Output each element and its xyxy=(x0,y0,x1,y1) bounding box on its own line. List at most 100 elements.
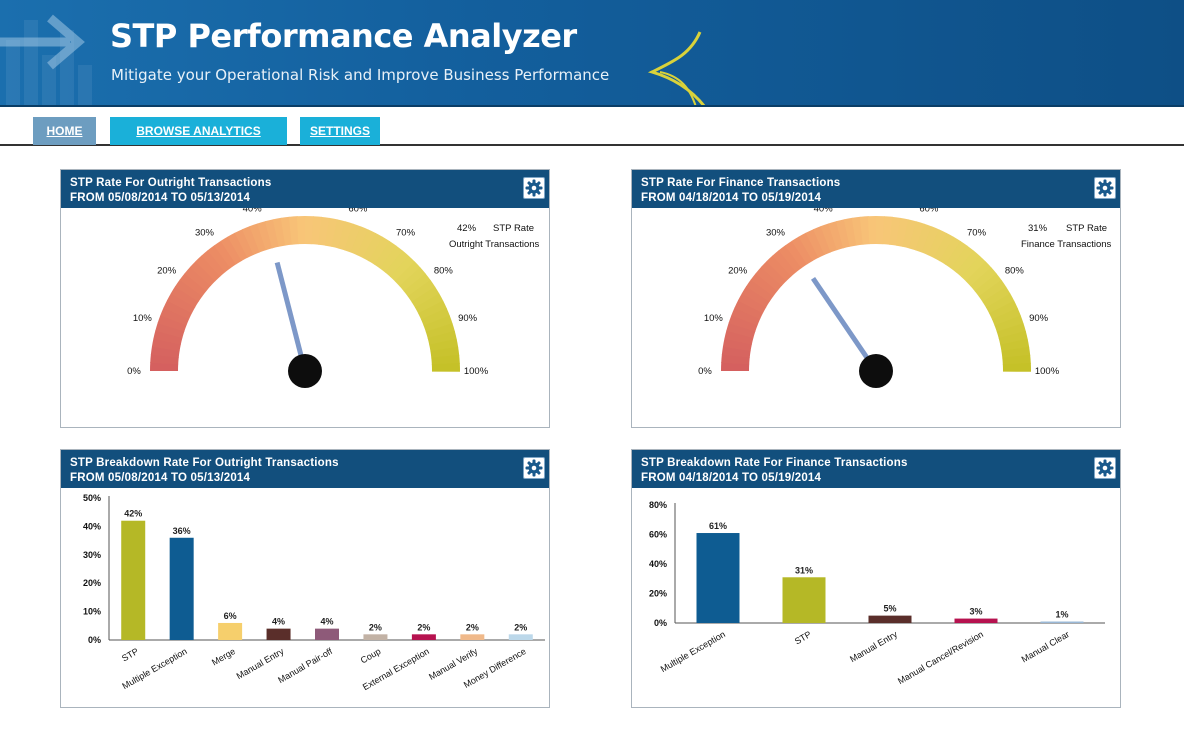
bar[interactable] xyxy=(1040,621,1084,623)
panel-date-range: FROM 05/08/2014 TO 05/13/2014 xyxy=(70,192,251,204)
bar[interactable] xyxy=(169,537,194,640)
gauge-tick-label: 100% xyxy=(1035,366,1060,377)
gauge-segment xyxy=(331,219,346,249)
panel-title: STP Breakdown Rate For Finance Transacti… xyxy=(641,456,908,486)
gauge-segment xyxy=(337,221,354,251)
bar[interactable] xyxy=(508,634,533,640)
gauge-labels: 0%10%20%30%40%50%60%70%80%90%100% xyxy=(698,208,1060,377)
gauge-segment xyxy=(257,221,273,251)
gauge-tick-label: 60% xyxy=(919,208,939,214)
gauge-segment xyxy=(362,232,384,262)
bar[interactable] xyxy=(954,618,998,623)
gauge-segment xyxy=(170,285,199,308)
bar[interactable] xyxy=(696,533,740,623)
gauge-segment xyxy=(820,223,838,253)
tab-browse-analytics[interactable]: BROWSE ANALYTICS xyxy=(110,117,287,145)
gauge-segment xyxy=(734,299,764,320)
gauge-tick-label: 30% xyxy=(195,228,215,239)
gauge-segment xyxy=(989,300,1018,320)
gauge-segment xyxy=(296,216,306,245)
gauge-segment xyxy=(150,362,179,371)
gauge-segment xyxy=(403,273,431,297)
banner-divider xyxy=(0,105,1184,107)
bar[interactable] xyxy=(411,634,436,640)
bar[interactable] xyxy=(363,634,388,640)
bar[interactable] xyxy=(218,622,243,640)
gauge-segment xyxy=(978,279,1007,303)
bar[interactable] xyxy=(121,520,146,640)
panel-settings-button[interactable] xyxy=(523,457,545,479)
gauge-segment xyxy=(950,245,975,273)
tab-home[interactable]: HOME xyxy=(33,117,96,145)
gauge-segment xyxy=(324,217,338,247)
gauge-segment xyxy=(728,314,758,332)
y-tick-label: 0% xyxy=(88,635,101,645)
gauge-segment xyxy=(368,236,391,265)
gauge-tick-label: 90% xyxy=(458,313,478,324)
bar[interactable] xyxy=(266,628,291,640)
gauge-segment xyxy=(798,232,819,262)
bar[interactable] xyxy=(315,628,339,640)
y-tick-label: 40% xyxy=(83,521,101,531)
gauge-segment xyxy=(379,245,404,273)
gauge-hub xyxy=(288,354,322,388)
gauge-segment xyxy=(731,307,761,326)
gauge-segment xyxy=(772,250,797,277)
gauge-segment xyxy=(741,285,770,308)
tab-settings[interactable]: SETTINGS xyxy=(300,117,380,145)
app-banner: STP Performance Analyzer Mitigate your O… xyxy=(0,0,1184,107)
gauge-tick-label: 60% xyxy=(348,208,368,214)
gauge-segment xyxy=(189,260,216,287)
gauge-segment xyxy=(876,216,885,245)
y-tick-label: 30% xyxy=(83,550,101,560)
panel-date-range: FROM 04/18/2014 TO 05/19/2014 xyxy=(641,472,822,484)
gauge-segment xyxy=(721,345,751,358)
outright-gauge-panel: STP Rate For Outright Transactions FROM … xyxy=(60,169,550,428)
panel-title-text: STP Rate For Outright Transactions xyxy=(70,177,272,189)
gear-icon xyxy=(525,459,543,477)
gauge-segment xyxy=(784,240,808,269)
bar-value-label: 2% xyxy=(369,622,382,632)
outright-breakdown-panel: STP Breakdown Rate For Outright Transact… xyxy=(60,449,550,708)
panel-settings-button[interactable] xyxy=(1094,457,1116,479)
gauge-segment xyxy=(721,362,750,371)
y-tick-label: 60% xyxy=(649,530,667,540)
gauge-segment xyxy=(867,216,877,245)
gauge-segment xyxy=(153,330,183,345)
gauge-needle xyxy=(810,276,879,373)
gauge-segment xyxy=(423,315,453,333)
gauge-segment xyxy=(431,362,460,372)
gauge-segment xyxy=(859,216,870,245)
gauge-segment xyxy=(835,219,851,249)
x-category-label: Multiple Exception xyxy=(659,629,727,674)
gauge-segment xyxy=(994,315,1024,333)
breakdown-bar-chart: 0% 20% 40% 60% 80% 61% Multiple Exception 31% ST… xyxy=(649,500,1105,686)
panel-title: STP Rate For Outright Transactions FROM … xyxy=(70,176,271,206)
gauge-tick-label: 40% xyxy=(814,208,834,214)
bar[interactable] xyxy=(460,634,485,640)
bar-value-label: 2% xyxy=(466,622,479,632)
bar-chart-body: 0% 20% 40% 60% 80% 61% Multiple Exception 31% ST… xyxy=(632,488,1120,707)
gauge-tick-label: 10% xyxy=(704,313,724,324)
bar-value-label: 61% xyxy=(709,521,727,531)
gauge-segment xyxy=(425,323,455,339)
gauge-segment xyxy=(915,223,933,253)
gauge-segment xyxy=(760,260,787,287)
panel-title: STP Rate For Finance Transactions FROM 0… xyxy=(641,176,840,206)
gauge-segment xyxy=(264,219,280,249)
gauge-body: 0%10%20%30%40%50%60%70%80%90%100% 42% ST… xyxy=(61,208,549,427)
gauge-segment xyxy=(195,255,221,282)
panel-settings-button[interactable] xyxy=(1094,177,1116,199)
gauge-needle xyxy=(274,261,308,372)
gauge-segment xyxy=(974,273,1002,297)
main-nav: HOME BROWSE ANALYTICS SETTINGS xyxy=(0,107,1184,146)
gauge-tick-label: 40% xyxy=(243,208,263,214)
gauge-segment xyxy=(318,216,331,246)
gauge-segment xyxy=(985,293,1015,314)
gauge-segment xyxy=(851,216,864,246)
bar[interactable] xyxy=(782,577,826,623)
bar[interactable] xyxy=(868,615,912,623)
gauge-segment xyxy=(201,250,226,277)
gauge-segment xyxy=(791,236,814,265)
panel-settings-button[interactable] xyxy=(523,177,545,199)
